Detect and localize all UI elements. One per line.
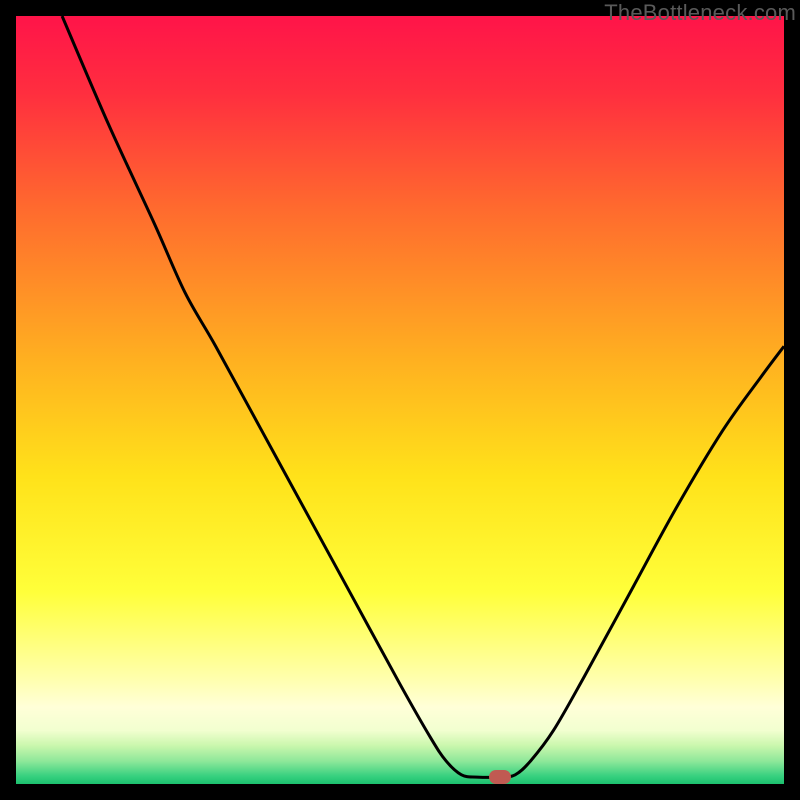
outer-frame: TheBottleneck.com <box>0 0 800 800</box>
curve-layer <box>16 16 784 784</box>
optimal-point-marker <box>489 770 511 784</box>
bottleneck-curve <box>62 16 784 777</box>
attribution-text: TheBottleneck.com <box>604 0 796 26</box>
plot-area <box>16 16 784 784</box>
